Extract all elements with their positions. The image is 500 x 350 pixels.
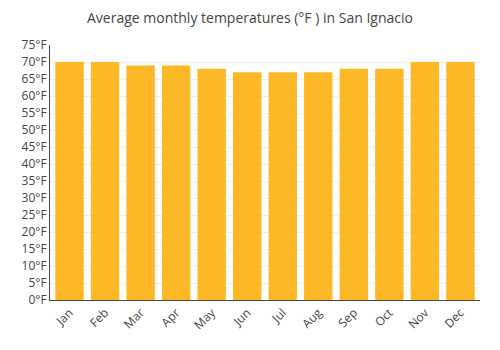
svg-text:Jun: Jun [229, 304, 254, 329]
svg-text:Oct: Oct [371, 304, 397, 330]
svg-text:60°F: 60°F [22, 87, 47, 104]
svg-text:70°F: 70°F [22, 53, 47, 70]
svg-text:Average monthly temperatures (: Average monthly temperatures (°F ) in Sa… [87, 8, 413, 27]
svg-text:5°F: 5°F [28, 274, 46, 291]
svg-text:Mar: Mar [120, 304, 148, 332]
svg-text:75°F: 75°F [22, 36, 47, 53]
svg-text:50°F: 50°F [22, 121, 47, 138]
svg-text:Aug: Aug [298, 304, 326, 332]
svg-text:10°F: 10°F [22, 257, 47, 274]
svg-text:25°F: 25°F [22, 206, 47, 223]
svg-text:35°F: 35°F [22, 172, 47, 189]
svg-text:45°F: 45°F [22, 138, 47, 155]
svg-text:Jul: Jul [267, 304, 289, 326]
svg-text:55°F: 55°F [22, 104, 47, 121]
svg-text:65°F: 65°F [22, 70, 47, 87]
svg-text:Nov: Nov [404, 304, 432, 332]
svg-text:0°F: 0°F [28, 291, 46, 308]
svg-text:30°F: 30°F [22, 189, 47, 206]
svg-text:15°F: 15°F [22, 240, 47, 257]
svg-text:Feb: Feb [86, 304, 112, 330]
svg-text:40°F: 40°F [22, 155, 47, 172]
svg-text:20°F: 20°F [22, 223, 47, 240]
svg-text:Jan: Jan [52, 304, 77, 329]
svg-text:May: May [190, 304, 219, 333]
svg-text:Dec: Dec [441, 304, 468, 331]
svg-text:Sep: Sep [334, 304, 361, 331]
svg-text:Apr: Apr [157, 304, 183, 330]
